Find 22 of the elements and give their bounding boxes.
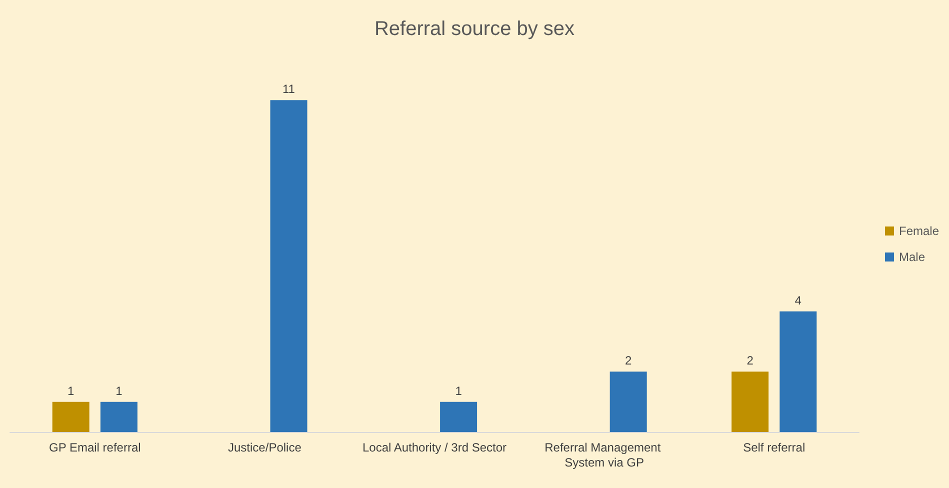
data-label: 1 xyxy=(455,384,462,398)
data-label: 2 xyxy=(746,354,754,368)
data-label: 11 xyxy=(282,82,296,96)
x-tick-label: Local Authority / 3rd Sector xyxy=(362,440,507,454)
bar xyxy=(440,402,478,432)
data-label: 1 xyxy=(116,384,123,398)
x-tick-label: Referral Management System via GP xyxy=(544,440,664,470)
data-label: 4 xyxy=(794,293,802,308)
data-label: 2 xyxy=(625,354,632,368)
legend-label: Male xyxy=(898,250,926,264)
bar xyxy=(732,372,769,432)
bar xyxy=(610,372,647,432)
x-tick-label: GP Email referral xyxy=(48,440,141,454)
bar xyxy=(270,100,308,432)
bar xyxy=(100,402,138,432)
bar xyxy=(780,311,817,432)
x-tick-label: Justice/Police xyxy=(228,440,302,454)
bar xyxy=(52,402,90,432)
x-tick-label: Self referral xyxy=(743,440,806,454)
chart-title: Referral source by sex xyxy=(374,18,575,40)
legend-label: Female xyxy=(898,224,940,238)
data-label: 1 xyxy=(68,384,75,398)
